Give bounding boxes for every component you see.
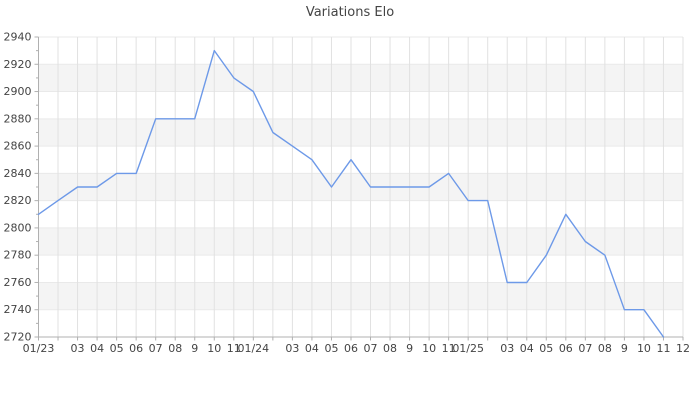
x-tick-label: 01/25 xyxy=(452,342,484,355)
y-tick-label: 2720 xyxy=(4,331,32,344)
x-tick-label: 03 xyxy=(285,342,299,355)
x-tick-label: 9 xyxy=(191,342,198,355)
y-tick-label: 2740 xyxy=(4,303,32,316)
x-tick-label: 04 xyxy=(520,342,534,355)
x-tick-label: 11 xyxy=(227,342,241,355)
x-tick-label: 05 xyxy=(539,342,553,355)
x-tick-label: 03 xyxy=(71,342,85,355)
x-tick-label: 08 xyxy=(168,342,182,355)
x-tick-label: 04 xyxy=(90,342,104,355)
y-tick-label: 2820 xyxy=(4,194,32,207)
x-tick-label: 05 xyxy=(110,342,124,355)
x-tick-label: 01/24 xyxy=(237,342,269,355)
x-tick-label: 06 xyxy=(559,342,573,355)
x-tick-label: 08 xyxy=(598,342,612,355)
y-axis-ticks xyxy=(34,36,39,338)
x-tick-label: 11 xyxy=(656,342,670,355)
y-tick-label: 2940 xyxy=(4,31,32,44)
x-tick-label: 12 xyxy=(676,342,690,355)
y-axis-labels: 2720 2740 2760 2780 2800 2820 2840 2860 2880 2900… xyxy=(4,31,32,344)
x-tick-label: 07 xyxy=(578,342,592,355)
x-tick-label: 03 xyxy=(500,342,514,355)
x-tick-label: 10 xyxy=(637,342,651,355)
x-tick-label: 07 xyxy=(149,342,163,355)
x-tick-label: 06 xyxy=(344,342,358,355)
x-tick-label: 04 xyxy=(305,342,319,355)
y-tick-label: 2760 xyxy=(4,276,32,289)
y-tick-label: 2920 xyxy=(4,58,32,71)
y-tick-label: 2780 xyxy=(4,249,32,262)
x-tick-label: 9 xyxy=(621,342,628,355)
x-tick-label: 06 xyxy=(129,342,143,355)
x-tick-label: 07 xyxy=(364,342,378,355)
x-tick-label: 05 xyxy=(324,342,338,355)
elo-series-line xyxy=(37,49,665,338)
x-tick-label: 01/23 xyxy=(23,342,55,355)
y-tick-label: 2840 xyxy=(4,167,32,180)
x-tick-label: 10 xyxy=(422,342,436,355)
y-tick-label: 2880 xyxy=(4,112,32,125)
vertical-gridlines xyxy=(57,37,684,337)
x-tick-label: 10 xyxy=(207,342,221,355)
y-tick-label: 2800 xyxy=(4,221,32,234)
chart-title: Variations Elo xyxy=(305,5,395,20)
x-tick-label: 9 xyxy=(406,342,413,355)
x-axis-ticks xyxy=(38,337,684,341)
y-tick-label: 2900 xyxy=(4,85,32,98)
y-tick-label: 2860 xyxy=(4,140,32,153)
plot-bands xyxy=(38,37,683,337)
x-tick-label: 11 xyxy=(442,342,456,355)
x-tick-label: 08 xyxy=(383,342,397,355)
